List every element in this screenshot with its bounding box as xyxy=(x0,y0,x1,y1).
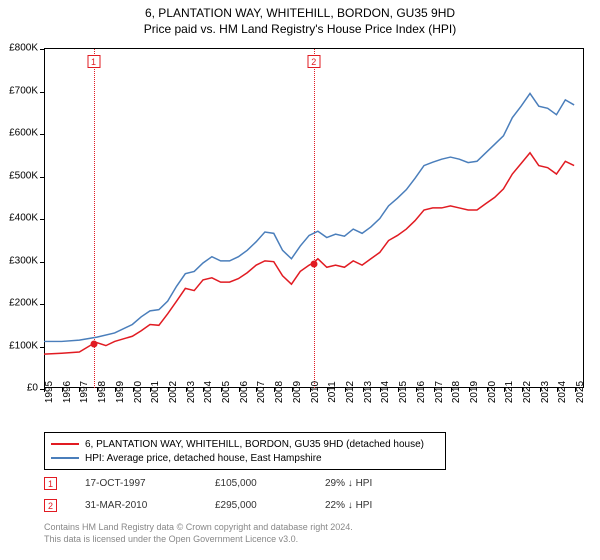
x-tick-label: 2009 xyxy=(292,381,303,403)
transaction-date: 31-MAR-2010 xyxy=(85,500,215,511)
x-tick-label: 2022 xyxy=(522,381,533,403)
legend-swatch xyxy=(51,443,79,445)
footer-attribution: Contains HM Land Registry data © Crown c… xyxy=(44,522,353,545)
x-tick-label: 2024 xyxy=(557,381,568,403)
y-tick-label: £500K xyxy=(9,170,38,181)
x-tick-label: 1996 xyxy=(62,381,73,403)
transaction-row: 1 17-OCT-1997£105,00029% ↓ HPI xyxy=(44,472,435,494)
transaction-price: £105,000 xyxy=(215,478,325,489)
x-tick-label: 1999 xyxy=(115,381,126,403)
transaction-marker: 2 xyxy=(44,499,57,512)
x-tick-label: 1995 xyxy=(44,381,55,403)
x-tick-label: 2014 xyxy=(380,381,391,403)
x-tick-label: 2013 xyxy=(363,381,374,403)
y-tick-label: £100K xyxy=(9,340,38,351)
x-tick-label: 2003 xyxy=(186,381,197,403)
transactions-table: 1 17-OCT-1997£105,00029% ↓ HPI 2 31-MAR-201… xyxy=(44,472,435,516)
x-tick-label: 1998 xyxy=(97,381,108,403)
x-tick-label: 2016 xyxy=(416,381,427,403)
footer-line-2: This data is licensed under the Open Gov… xyxy=(44,534,353,546)
footer-line-1: Contains HM Land Registry data © Crown c… xyxy=(44,522,353,534)
x-tick-label: 2010 xyxy=(310,381,321,403)
chart-subtitle: Price paid vs. HM Land Registry's House … xyxy=(0,22,600,36)
transaction-marker: 1 xyxy=(44,477,57,490)
x-tick-label: 2006 xyxy=(239,381,250,403)
legend-label: HPI: Average price, detached house, East… xyxy=(85,453,322,464)
legend: 6, PLANTATION WAY, WHITEHILL, BORDON, GU… xyxy=(44,432,446,470)
chart-area: 12 £0£100K£200K£300K£400K£500K£600K£700K… xyxy=(44,48,584,408)
x-tick-label: 2012 xyxy=(345,381,356,403)
series-line-price_paid xyxy=(44,153,574,354)
x-tick-label: 2004 xyxy=(203,381,214,403)
y-tick-label: £400K xyxy=(9,213,38,224)
transaction-diff: 22% ↓ HPI xyxy=(325,500,435,511)
x-tick-label: 2008 xyxy=(274,381,285,403)
x-tick-label: 2017 xyxy=(434,381,445,403)
transaction-row: 2 31-MAR-2010£295,00022% ↓ HPI xyxy=(44,494,435,516)
x-tick-label: 2025 xyxy=(575,381,586,403)
x-tick-label: 2015 xyxy=(398,381,409,403)
x-tick-label: 1997 xyxy=(79,381,90,403)
x-tick-label: 2019 xyxy=(469,381,480,403)
y-tick-label: £600K xyxy=(9,128,38,139)
x-tick-label: 2002 xyxy=(168,381,179,403)
transaction-diff: 29% ↓ HPI xyxy=(325,478,435,489)
x-tick-label: 2018 xyxy=(451,381,462,403)
legend-item: HPI: Average price, detached house, East… xyxy=(51,451,439,465)
x-tick-label: 2011 xyxy=(327,381,338,403)
series-line-hpi xyxy=(44,93,574,341)
transaction-price: £295,000 xyxy=(215,500,325,511)
chart-lines xyxy=(44,49,583,388)
y-tick-label: £0 xyxy=(27,383,38,394)
y-tick-label: £800K xyxy=(9,43,38,54)
x-tick-label: 2007 xyxy=(256,381,267,403)
x-tick-label: 2023 xyxy=(540,381,551,403)
legend-label: 6, PLANTATION WAY, WHITEHILL, BORDON, GU… xyxy=(85,439,424,450)
y-tick-label: £200K xyxy=(9,298,38,309)
x-tick-label: 2020 xyxy=(487,381,498,403)
plot-region: 12 xyxy=(44,48,584,388)
legend-item: 6, PLANTATION WAY, WHITEHILL, BORDON, GU… xyxy=(51,437,439,451)
x-tick-label: 2000 xyxy=(133,381,144,403)
y-tick-label: £300K xyxy=(9,255,38,266)
legend-swatch xyxy=(51,457,79,459)
x-tick-label: 2001 xyxy=(150,381,161,403)
x-tick-label: 2005 xyxy=(221,381,232,403)
transaction-date: 17-OCT-1997 xyxy=(85,478,215,489)
x-tick-label: 2021 xyxy=(504,381,515,403)
chart-title: 6, PLANTATION WAY, WHITEHILL, BORDON, GU… xyxy=(0,6,600,20)
y-tick-label: £700K xyxy=(9,85,38,96)
